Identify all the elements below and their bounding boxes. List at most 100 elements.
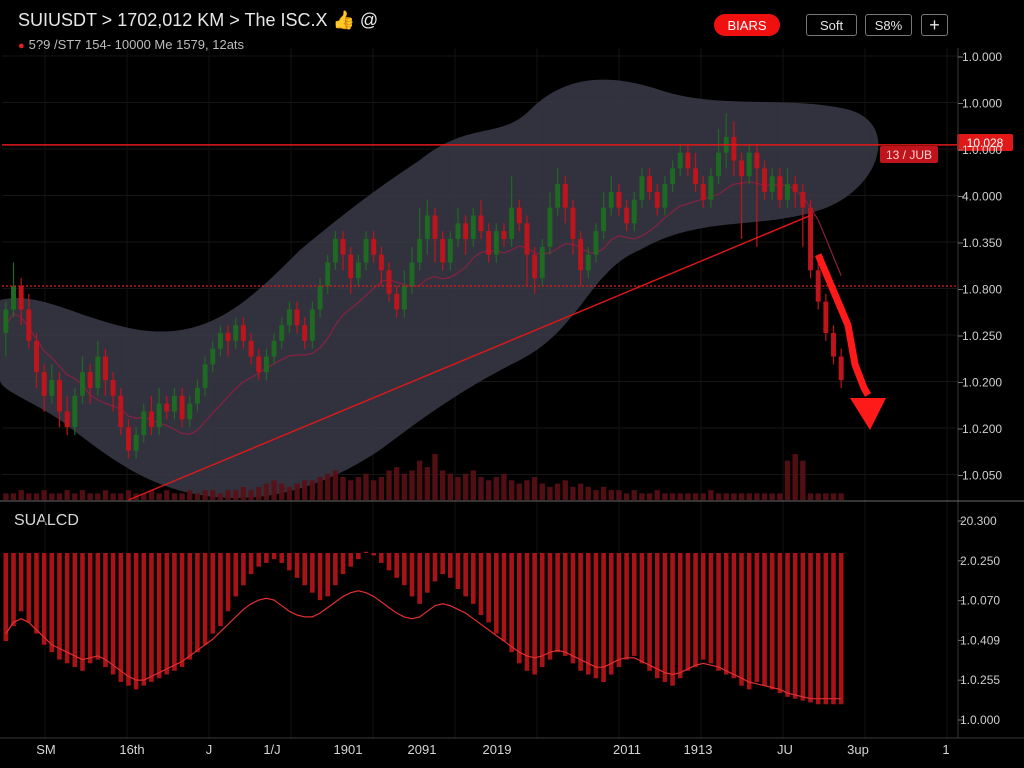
candle-body <box>80 372 85 396</box>
volume-bar <box>639 493 645 500</box>
histogram-bar <box>685 553 691 671</box>
down-arrow-head <box>850 398 886 430</box>
candle-body <box>685 152 691 169</box>
histogram-bar <box>195 553 200 653</box>
candle <box>309 301 315 349</box>
candle <box>478 199 484 239</box>
price-axis[interactable]: 1.0.000 1.0.000 1.0.000 4.0.000 1.0.350 1.0.8… <box>958 50 1002 483</box>
soft-button[interactable]: Soft <box>806 14 857 36</box>
histogram-bar <box>494 553 499 634</box>
candle <box>217 325 223 357</box>
candle <box>41 364 47 412</box>
signal-line <box>5 590 842 700</box>
volume-bar <box>309 480 316 500</box>
candle-body <box>194 387 200 404</box>
candle <box>585 246 591 279</box>
volume-bar <box>631 490 637 500</box>
candle-body <box>187 403 193 420</box>
histogram-bar <box>601 553 606 682</box>
volume-bar <box>217 493 224 500</box>
candle-body <box>693 168 699 185</box>
candle <box>463 215 469 255</box>
ascending-trend-line[interactable] <box>128 214 811 501</box>
candle <box>332 231 338 271</box>
candle-body <box>562 184 568 208</box>
candle <box>524 215 530 286</box>
candle <box>187 395 193 428</box>
candle <box>486 223 492 263</box>
candle <box>762 160 767 200</box>
volume-bar <box>455 477 461 500</box>
price-tick-label: 4.0.000 <box>962 190 1002 204</box>
volume-bar <box>210 490 216 500</box>
volume-bar <box>577 483 584 500</box>
histogram-bar <box>325 553 331 597</box>
candle-body <box>348 254 354 279</box>
time-tick-label: 2011 <box>613 742 641 757</box>
volume-bar <box>447 473 454 500</box>
candle-body <box>616 191 622 208</box>
volume-bar <box>279 483 285 500</box>
candle-body <box>309 309 315 341</box>
price-tick-label: 1.0.350 <box>962 236 1002 250</box>
histogram-bar <box>394 553 399 578</box>
volume-bar <box>424 467 431 500</box>
candle-body <box>394 293 400 310</box>
volume-bar <box>248 490 254 500</box>
candle-body <box>432 215 438 239</box>
bears-button[interactable]: BIARS <box>714 14 780 36</box>
histogram-bar <box>777 553 783 694</box>
candle <box>240 317 246 349</box>
time-tick-label: 16th <box>119 742 144 757</box>
add-indicator-button[interactable]: + <box>921 14 948 36</box>
volume-bar <box>317 477 323 500</box>
time-tick-label: 1901 <box>334 742 363 757</box>
volume-bar <box>708 490 714 500</box>
candle-body <box>401 286 407 310</box>
histogram-bar <box>593 553 599 679</box>
candle <box>210 340 216 373</box>
candle <box>601 191 607 239</box>
volume-bar <box>800 460 806 500</box>
candle-body <box>171 395 177 412</box>
histogram-bar <box>708 553 714 664</box>
volume-bar <box>225 490 231 500</box>
price-tick-label: 1.0.200 <box>962 376 1002 390</box>
volume-bar <box>148 490 155 500</box>
volume-bar <box>830 493 837 500</box>
indicator-axis[interactable]: 20.300 2.0.250 1.0.070 1.0.409 1.0.255 1.0.00… <box>958 514 1000 727</box>
volume-bar <box>662 493 668 500</box>
histogram-bar <box>333 553 338 586</box>
volume-bar <box>485 480 492 500</box>
price-tick-label: 1.0.000 <box>962 97 1002 111</box>
down-arrow-shaft <box>814 253 872 397</box>
candle-body <box>11 286 16 310</box>
candle-body <box>524 223 530 255</box>
volume-bar <box>784 460 791 500</box>
time-tick-label: 2019 <box>483 742 512 757</box>
time-tick-label: JU <box>777 742 793 757</box>
candle <box>447 231 453 271</box>
volume-bar <box>616 490 622 500</box>
candle-body <box>233 325 239 341</box>
histogram-bar <box>800 553 806 701</box>
candle-body <box>202 364 208 388</box>
volume-bar <box>156 493 162 500</box>
candle <box>716 129 722 185</box>
candle-body <box>263 356 269 373</box>
candle <box>493 223 499 263</box>
volume-bar <box>792 454 798 500</box>
candle <box>777 168 783 208</box>
candle-body <box>271 340 277 357</box>
volume-bar <box>623 493 630 500</box>
candle-body <box>447 238 453 263</box>
time-axis[interactable]: SM 16th J 1/J 1901 2091 2019 2011 1913 JU 3up 1 <box>36 742 949 757</box>
candle-body <box>240 325 246 341</box>
candle-body <box>639 176 645 200</box>
price-tick-label: 1.0.200 <box>962 422 1002 436</box>
percent-button[interactable]: S8% <box>865 14 912 36</box>
volume-bar <box>600 486 607 500</box>
histogram-bar <box>677 553 683 679</box>
histogram-bar <box>409 553 415 597</box>
